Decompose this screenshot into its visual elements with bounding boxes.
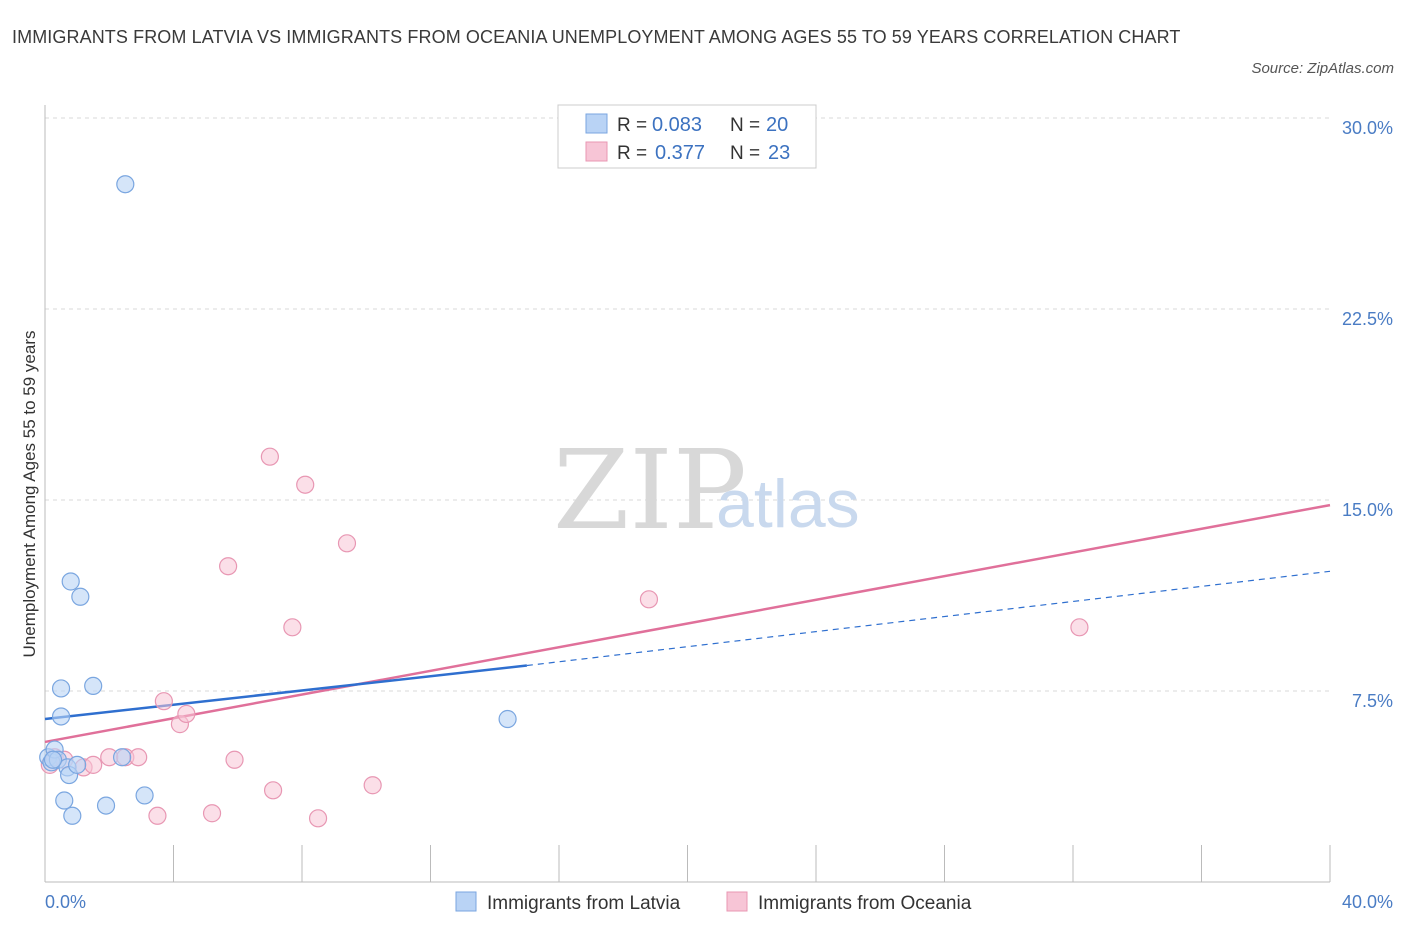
series-legend-swatch-oceania	[726, 891, 748, 912]
data-point-latvia	[84, 676, 103, 696]
data-point-latvia	[43, 750, 63, 769]
data-point-oceania	[219, 557, 238, 576]
series-legend-label-latvia: Immigrants from Latvia	[487, 893, 681, 914]
data-point-oceania	[84, 755, 103, 774]
y-axis-label: Unemployment Among Ages 55 to 59 years	[20, 331, 39, 658]
data-point-latvia	[112, 748, 132, 767]
legend-swatch-latvia	[585, 113, 608, 134]
data-point-latvia	[68, 755, 87, 774]
data-points	[39, 175, 1089, 828]
x-tick-label: 0.0%	[45, 892, 86, 912]
data-point-oceania	[148, 806, 167, 825]
data-point-oceania	[225, 750, 244, 769]
data-point-oceania	[1070, 618, 1089, 637]
legend-r-value-oceania: 0.377	[655, 142, 705, 164]
data-point-latvia	[63, 806, 82, 825]
legend-n-label: N =	[730, 115, 760, 136]
data-point-oceania	[129, 748, 148, 767]
legend-n-value-oceania: 23	[768, 142, 790, 164]
data-point-oceania	[639, 590, 659, 609]
data-point-oceania	[283, 618, 302, 637]
data-point-oceania	[308, 809, 328, 828]
legend-swatch-oceania	[585, 141, 608, 162]
data-point-oceania	[263, 781, 283, 800]
data-point-latvia	[498, 709, 517, 729]
chart-title: IMMIGRANTS FROM LATVIA VS IMMIGRANTS FRO…	[12, 27, 1181, 47]
y-tick-label: 15.0%	[1342, 500, 1393, 520]
data-point-latvia	[135, 786, 154, 805]
trend-line-latvia	[44, 664, 528, 721]
grid	[45, 117, 1330, 692]
y-tick-labels: 7.5% 15.0% 22.5% 30.0%	[1342, 118, 1393, 711]
series-legend-swatch-latvia	[455, 891, 477, 912]
watermark-zip: ZIP	[553, 426, 747, 554]
series-legend-label-oceania: Immigrants from Oceania	[758, 893, 972, 914]
y-tick-label: 30.0%	[1342, 118, 1393, 138]
series-legend: Immigrants from Latvia Immigrants from O…	[455, 891, 972, 914]
data-point-oceania	[177, 704, 196, 724]
legend-r-label: R =	[617, 115, 647, 136]
x-tick-labels: 0.0% 40.0%	[45, 892, 1393, 912]
data-point-oceania	[337, 534, 357, 553]
data-point-latvia	[51, 679, 71, 698]
data-point-latvia	[71, 587, 90, 606]
watermark-atlas: atlas	[716, 466, 860, 542]
legend-r-label: R =	[617, 143, 647, 164]
chart-source: Source: ZipAtlas.com	[1251, 60, 1394, 77]
watermark: ZIP atlas	[553, 426, 860, 554]
data-point-oceania	[154, 692, 173, 711]
legend-r-value-latvia: 0.083	[652, 114, 702, 136]
trend-lines	[44, 503, 1331, 744]
data-point-latvia	[55, 791, 74, 810]
data-point-oceania	[202, 804, 222, 823]
data-point-oceania	[296, 475, 315, 494]
trend-line-oceania	[44, 503, 1331, 744]
trend-line-latvia-extension	[526, 570, 1331, 667]
y-tick-label: 22.5%	[1342, 309, 1393, 329]
legend-n-label: N =	[730, 143, 760, 164]
data-point-oceania	[363, 776, 382, 795]
stats-legend: R = 0.083 N = 20 R = 0.377 N = 23	[557, 104, 817, 169]
y-tick-label: 7.5%	[1352, 691, 1393, 711]
data-point-latvia	[61, 572, 80, 591]
data-point-latvia	[96, 796, 116, 815]
data-point-latvia	[116, 175, 135, 194]
data-point-latvia	[51, 707, 71, 726]
legend-n-value-latvia: 20	[766, 114, 788, 136]
data-point-oceania	[260, 447, 279, 466]
x-tick-label: 40.0%	[1342, 892, 1393, 912]
